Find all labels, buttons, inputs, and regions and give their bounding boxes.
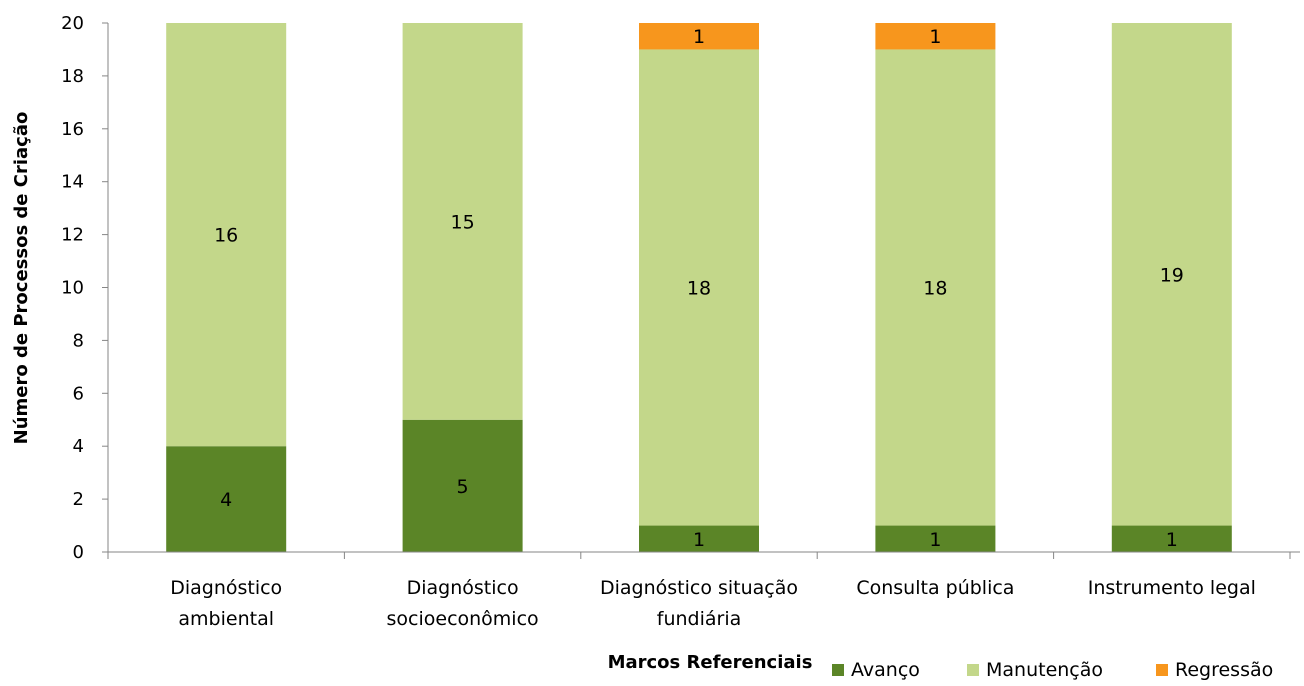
y-tick-label: 12: [61, 225, 84, 246]
y-tick-label: 0: [73, 542, 84, 563]
legend-swatch: [1156, 664, 1168, 676]
y-axis-title: Número de Processos de Criação: [11, 112, 32, 445]
legend: Avanço Manutenção Regressão: [832, 659, 1273, 681]
bar-segment: [402, 419, 523, 552]
y-tick-label: 14: [61, 172, 84, 193]
bar-segment: [639, 49, 759, 526]
bar-segment: [166, 23, 287, 447]
y-tick-label: 2: [73, 489, 84, 510]
data-label: 19: [1160, 264, 1184, 286]
x-category-label: Diagnóstico socioeconômico: [387, 577, 539, 630]
bar-segment: [875, 49, 996, 526]
data-label: 1: [929, 529, 941, 551]
legend-label: Avanço: [851, 659, 920, 681]
x-category-label: Consulta pública: [856, 577, 1014, 599]
bar-segment: [402, 23, 523, 420]
legend-swatch: [967, 664, 979, 676]
legend-label: Manutenção: [986, 659, 1103, 681]
x-category-label: Diagnóstico ambiental: [170, 577, 282, 630]
data-label: 15: [451, 211, 475, 233]
x-axis: Diagnóstico ambiental Diagnóstico socioecon…: [107, 551, 1300, 630]
data-label: 4: [220, 489, 232, 511]
legend-label: Regressão: [1175, 659, 1273, 681]
bar-segment: [166, 446, 287, 552]
bar-segment: [639, 23, 759, 50]
y-axis: 0 2 4 6 8 10 12 14 16 18 20: [61, 13, 109, 563]
bar-segment: [1111, 23, 1232, 526]
bar-segment: [639, 525, 759, 552]
data-label: 18: [687, 278, 711, 300]
bars-layer: [166, 23, 1232, 552]
bar-segment: [875, 525, 996, 552]
y-tick-label: 16: [61, 119, 84, 140]
x-category-label: Diagnóstico situação fundiária: [600, 577, 798, 630]
data-label: 18: [923, 278, 947, 300]
bar-segment: [1111, 525, 1232, 552]
data-label: 1: [693, 529, 705, 551]
data-label: 1: [1166, 529, 1178, 551]
y-tick-label: 20: [61, 13, 84, 34]
bar-segment: [875, 23, 996, 50]
y-tick-label: 10: [61, 278, 84, 299]
y-tick-label: 6: [73, 383, 84, 404]
data-label: 16: [214, 225, 238, 247]
legend-swatch: [832, 664, 844, 676]
data-label: 1: [929, 26, 941, 48]
y-tick-label: 4: [73, 436, 84, 457]
y-tick-label: 8: [73, 330, 84, 351]
data-label: 1: [693, 26, 705, 48]
y-tick-label: 18: [61, 66, 84, 87]
data-label: 5: [457, 476, 469, 498]
x-category-label: Instrumento legal: [1088, 577, 1256, 599]
x-axis-title: Marcos Referenciais: [608, 652, 813, 673]
data-labels-layer: 4 16 5 15 1 18 1 1 18 1 1 19: [214, 26, 1184, 551]
